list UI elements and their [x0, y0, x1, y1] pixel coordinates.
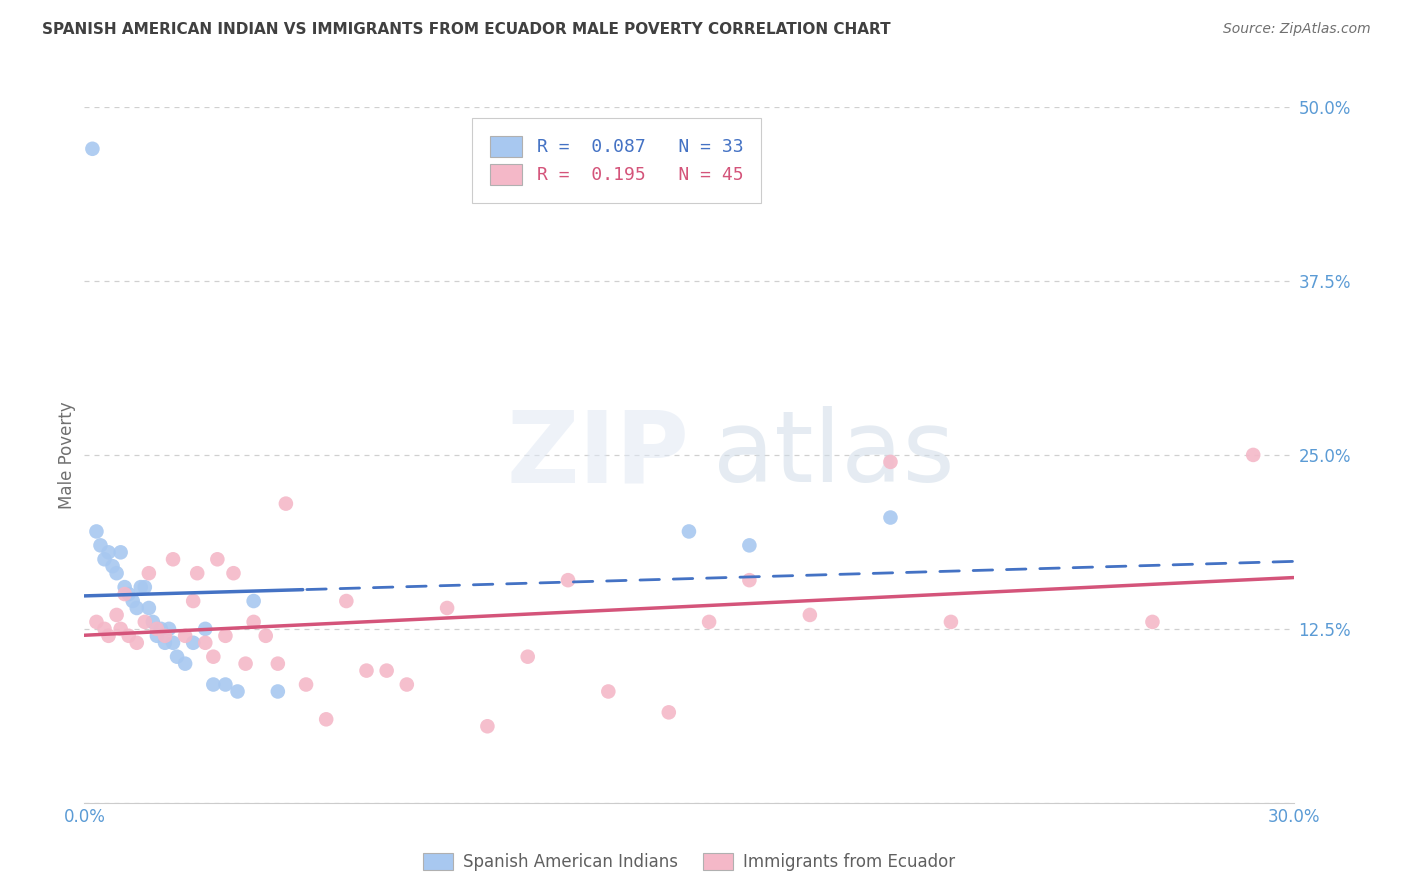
Point	[242, 594, 264, 608]
Point	[162, 552, 184, 566]
Point	[134, 580, 156, 594]
Text: ZIP: ZIP	[506, 407, 689, 503]
Point	[118, 587, 141, 601]
Point	[254, 629, 277, 643]
Point	[335, 594, 357, 608]
Point	[125, 601, 148, 615]
Point	[82, 142, 104, 156]
Point	[202, 649, 225, 664]
Point	[93, 622, 115, 636]
Point	[146, 622, 169, 636]
Point	[226, 684, 249, 698]
Point	[121, 594, 143, 608]
Point	[658, 706, 681, 720]
Point	[516, 649, 538, 664]
Point	[222, 566, 245, 581]
Point	[598, 684, 620, 698]
Point	[174, 629, 197, 643]
Point	[134, 615, 156, 629]
Point	[267, 684, 290, 698]
Point	[97, 545, 120, 559]
Point	[1142, 615, 1164, 629]
Point	[738, 573, 761, 587]
Point	[235, 657, 257, 671]
Point	[157, 622, 180, 636]
Point	[181, 594, 204, 608]
Point	[214, 677, 236, 691]
Point	[166, 649, 188, 664]
Point	[86, 615, 108, 629]
Point	[129, 580, 152, 594]
Point	[86, 524, 108, 539]
Point	[207, 552, 229, 566]
Legend: R =  0.087   N = 33, R =  0.195   N = 45: R = 0.087 N = 33, R = 0.195 N = 45	[477, 123, 756, 197]
Point	[125, 636, 148, 650]
Point	[879, 510, 901, 524]
Point	[118, 629, 141, 643]
Point	[194, 622, 217, 636]
Point	[146, 629, 169, 643]
Point	[557, 573, 579, 587]
Point	[110, 622, 132, 636]
Point	[114, 580, 136, 594]
Point	[678, 524, 700, 539]
Point	[356, 664, 378, 678]
Point	[267, 657, 290, 671]
Point	[194, 636, 217, 650]
Point	[477, 719, 499, 733]
Y-axis label: Male Poverty: Male Poverty	[58, 401, 76, 508]
Point	[138, 566, 160, 581]
Point	[186, 566, 208, 581]
Text: atlas: atlas	[713, 407, 955, 503]
Point	[114, 587, 136, 601]
Point	[142, 615, 165, 629]
Text: SPANISH AMERICAN INDIAN VS IMMIGRANTS FROM ECUADOR MALE POVERTY CORRELATION CHAR: SPANISH AMERICAN INDIAN VS IMMIGRANTS FR…	[42, 22, 891, 37]
Point	[93, 552, 115, 566]
Point	[697, 615, 720, 629]
Point	[162, 636, 184, 650]
Point	[242, 615, 264, 629]
Point	[274, 497, 297, 511]
Point	[153, 629, 176, 643]
Point	[105, 607, 128, 622]
Point	[153, 636, 176, 650]
Point	[101, 559, 124, 574]
Text: Source: ZipAtlas.com: Source: ZipAtlas.com	[1223, 22, 1371, 37]
Point	[110, 545, 132, 559]
Point	[295, 677, 318, 691]
Point	[799, 607, 821, 622]
Point	[89, 538, 111, 552]
Point	[105, 566, 128, 581]
Point	[436, 601, 458, 615]
Point	[181, 636, 204, 650]
Point	[375, 664, 398, 678]
Point	[202, 677, 225, 691]
Point	[214, 629, 236, 643]
Point	[97, 629, 120, 643]
Point	[315, 712, 337, 726]
Point	[1241, 448, 1264, 462]
Point	[138, 601, 160, 615]
Point	[174, 657, 197, 671]
Legend: Spanish American Indians, Immigrants from Ecuador: Spanish American Indians, Immigrants fro…	[415, 845, 963, 880]
Point	[879, 455, 901, 469]
Point	[395, 677, 418, 691]
Point	[738, 538, 761, 552]
Point	[149, 622, 172, 636]
Point	[939, 615, 962, 629]
